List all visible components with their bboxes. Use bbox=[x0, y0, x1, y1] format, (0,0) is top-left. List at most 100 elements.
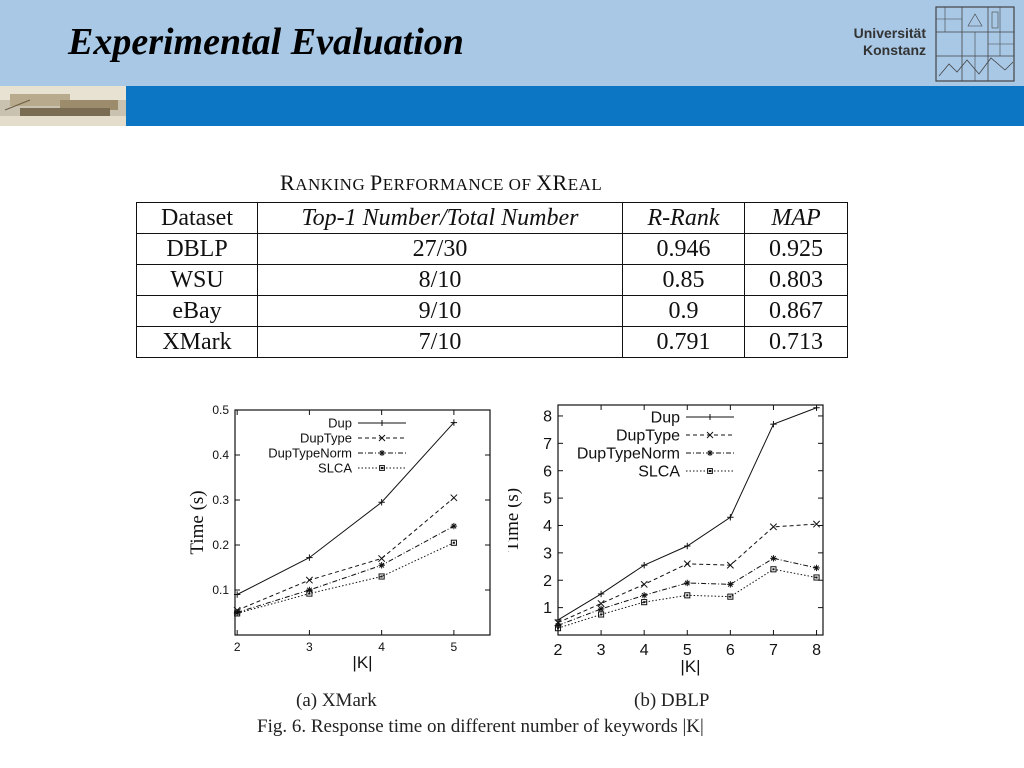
data-point-duptype bbox=[683, 560, 691, 568]
caption-part-5: XR bbox=[536, 170, 568, 195]
x-tick-label: 5 bbox=[683, 642, 692, 659]
table-cell: WSU bbox=[136, 264, 258, 296]
data-point-duptypenorm bbox=[684, 579, 691, 587]
data-point-dup bbox=[450, 419, 458, 426]
university-line-2: Konstanz bbox=[863, 42, 926, 58]
col-top1: Top-1 Number/Total Number bbox=[257, 202, 623, 234]
legend-marker-dup bbox=[379, 420, 385, 426]
x-axis-label: |K| bbox=[352, 653, 372, 672]
table-cell: 0.713 bbox=[744, 326, 848, 358]
data-point-slca bbox=[306, 590, 313, 597]
data-point-duptypenorm bbox=[770, 555, 777, 562]
legend-marker-duptypenorm bbox=[379, 450, 385, 456]
x-tick-label: 8 bbox=[812, 642, 821, 659]
data-point-duptype bbox=[378, 554, 386, 563]
figure-caption: Fig. 6. Response time on different numbe… bbox=[257, 716, 704, 737]
caption-part-1: R bbox=[280, 170, 296, 195]
data-point-duptype bbox=[450, 494, 458, 502]
header-bar bbox=[0, 86, 1024, 126]
caption-part-3: P bbox=[369, 170, 383, 195]
y-tick-label: 3 bbox=[543, 545, 552, 562]
table-cell: 0.946 bbox=[622, 233, 745, 265]
university-logo-icon bbox=[935, 6, 1015, 82]
data-point-dup bbox=[597, 590, 605, 598]
x-tick-label: 2 bbox=[554, 642, 563, 659]
x-tick-label: 5 bbox=[451, 640, 458, 654]
data-point-dup bbox=[727, 514, 734, 521]
university-line-1: Universität bbox=[853, 25, 926, 41]
legend-marker-duptypenorm bbox=[707, 450, 713, 456]
table-row: WSU 8/10 0.85 0.803 bbox=[136, 264, 848, 296]
y-tick-label: 0.2 bbox=[212, 538, 229, 552]
data-point-slca bbox=[727, 593, 734, 600]
legend-marker-duptype bbox=[706, 431, 714, 439]
data-point-duptype bbox=[597, 599, 605, 608]
data-point-slca bbox=[641, 599, 648, 606]
chart-dblp: 2 3 4 5 6 7 8 1 2 3 4 5 6 7 8 |K| Time (s) DupDupTypeDupT… bbox=[508, 404, 824, 676]
slide-title: Experimental Evaluation bbox=[68, 21, 464, 63]
header-banner: Experimental Evaluation Universität Kons… bbox=[0, 0, 1024, 86]
y-tick-label: 4 bbox=[543, 518, 552, 535]
data-point-dup bbox=[770, 420, 777, 428]
data-point-duptypenorm bbox=[597, 605, 605, 613]
legend-label-duptype: DupType bbox=[300, 431, 352, 446]
series-line-slca bbox=[237, 542, 455, 614]
y-axis-label: Time (s) bbox=[187, 490, 208, 554]
data-point-slca bbox=[598, 611, 605, 618]
chart-xmark: 2 3 4 50.10.20.30.40.5|K|Time (s)DupDupType… bbox=[187, 403, 491, 672]
table-row: XMark 7/10 0.791 0.713 bbox=[136, 326, 848, 358]
data-point-slca bbox=[554, 625, 562, 632]
y-tick-label: 7 bbox=[543, 436, 552, 453]
table-cell: 0.867 bbox=[744, 295, 848, 327]
data-point-dup bbox=[684, 542, 691, 550]
table-row: eBay 9/10 0.9 0.867 bbox=[136, 295, 848, 327]
data-point-duptype bbox=[812, 520, 821, 528]
legend-label-duptypenorm: DupTypeNorm bbox=[577, 446, 680, 463]
data-point-slca bbox=[770, 566, 777, 573]
x-tick-label: 6 bbox=[726, 642, 735, 659]
y-tick-label: 6 bbox=[543, 463, 552, 480]
x-tick-label: 2 bbox=[234, 640, 241, 654]
legend-marker-slca bbox=[379, 465, 385, 471]
data-point-duptypenorm bbox=[727, 581, 734, 588]
data-point-duptypenorm bbox=[378, 562, 385, 569]
plot-frame bbox=[557, 404, 824, 636]
y-tick-label: 1 bbox=[543, 600, 552, 617]
legend-marker-slca bbox=[707, 468, 713, 474]
table-header-row: Dataset Top-1 Number/Total Number R-Rank… bbox=[136, 202, 848, 234]
x-tick-label: 3 bbox=[597, 642, 606, 659]
y-tick-label: 0.4 bbox=[212, 448, 229, 462]
data-point-duptype bbox=[640, 580, 648, 588]
table-cell: 0.85 bbox=[622, 264, 745, 296]
y-tick-label: 0.5 bbox=[212, 403, 229, 417]
data-point-dup bbox=[640, 561, 648, 569]
caption-part-6: EAL bbox=[567, 175, 603, 194]
data-point-slca bbox=[813, 574, 820, 581]
subcaption-a: (a) XMark bbox=[296, 690, 377, 711]
data-point-slca bbox=[234, 610, 241, 617]
x-tick-label: 4 bbox=[378, 640, 385, 654]
col-map: MAP bbox=[744, 202, 848, 234]
table-cell: 0.803 bbox=[744, 264, 848, 296]
table-caption: RANKING PERFORMANCE OF XREAL bbox=[280, 170, 602, 196]
col-rrank: R-Rank bbox=[622, 202, 745, 234]
legend-label-slca: SLCA bbox=[638, 464, 680, 481]
data-point-duptypenorm bbox=[813, 564, 820, 572]
series-line-duptype bbox=[236, 497, 455, 611]
data-point-slca bbox=[378, 573, 385, 580]
data-point-duptypenorm bbox=[640, 592, 648, 599]
legend-marker-dup bbox=[707, 414, 713, 420]
series-line-duptypenorm bbox=[237, 525, 455, 613]
table-cell: 8/10 bbox=[257, 264, 623, 296]
y-tick-label: 0.3 bbox=[212, 493, 229, 507]
legend-label-slca: SLCA bbox=[318, 461, 352, 476]
legend-label-duptype: DupType bbox=[616, 428, 680, 445]
building-photo bbox=[0, 86, 126, 126]
table-cell: 7/10 bbox=[257, 326, 623, 358]
data-point-duptype bbox=[305, 576, 313, 584]
table-cell: 0.9 bbox=[622, 295, 745, 327]
x-tick-label: 7 bbox=[769, 642, 778, 659]
x-tick-label: 3 bbox=[306, 640, 313, 654]
data-point-duptypenorm bbox=[450, 522, 458, 530]
series-line-dup bbox=[236, 422, 455, 595]
